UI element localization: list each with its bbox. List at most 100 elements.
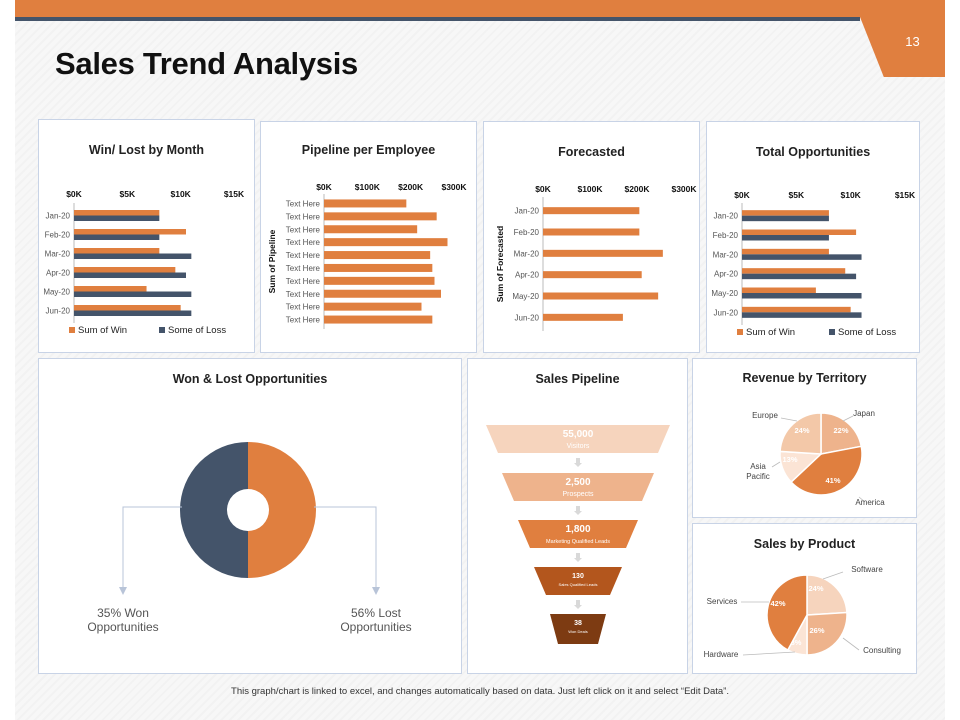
sales-product-panel[interactable]: Sales by Product 24% 26% 8% 42% Software Cons…	[692, 523, 917, 674]
y-tick-label: Feb-20	[713, 231, 739, 240]
forecasted-panel[interactable]: Forecasted $0K $100K $200K $300K Jan-20 Feb-2…	[483, 121, 700, 353]
funnel-arrow-head	[574, 605, 582, 609]
won-lost-opportunities-panel[interactable]: Won & Lost Opportunities 35% Won Opportun…	[38, 358, 462, 674]
y-tick-label: Jun-20	[714, 308, 739, 317]
funnel-stage-label: Marketing Qualified Leads	[546, 539, 610, 545]
pie-leader-line	[742, 651, 796, 656]
x-tick-label: $0K	[535, 184, 551, 194]
y-tick-label: Mar-20	[713, 250, 739, 259]
y-tick-label: Feb-20	[514, 228, 540, 237]
x-tick-label: $100K	[577, 184, 603, 194]
sales-pipeline-panel[interactable]: Sales Pipeline 55,000 Visitors 2,500 Prospe…	[467, 358, 688, 674]
funnel-stage	[518, 520, 638, 548]
won-connector-line	[122, 506, 182, 589]
pie-leader-line	[858, 496, 866, 503]
chart-title: Revenue by Territory	[742, 371, 867, 385]
pie-percent-label: 42%	[770, 599, 785, 608]
funnel-stage	[534, 567, 622, 595]
y-tick-label: May-20	[512, 292, 539, 301]
bar	[742, 210, 829, 216]
funnel-stage-value: 55,000	[563, 429, 594, 440]
pie-slice	[806, 611, 848, 656]
lost-connector-line	[314, 506, 377, 589]
funnel-stage-label: Sales Qualified Leads	[559, 582, 598, 587]
pie-category-label: Services	[707, 597, 738, 606]
x-tick-label: $200K	[624, 184, 650, 194]
y-tick-label: Text Here	[286, 251, 321, 260]
pie-category-label: Hardware	[704, 650, 739, 659]
y-tick-label: Feb-20	[45, 231, 71, 240]
bar	[74, 310, 192, 316]
y-tick-label: Jan-20	[515, 207, 540, 216]
bar	[74, 286, 147, 292]
forecasted-chart: $0K $100K $200K $300K Jan-20 Feb-20 Mar-20 Apr-…	[495, 184, 697, 331]
funnel-stage-label: Prospects	[562, 491, 594, 498]
bar	[74, 248, 160, 254]
bar	[324, 238, 448, 247]
page-title: Sales Trend Analysis	[55, 46, 359, 81]
funnel-stage-value: 2,500	[565, 477, 590, 488]
legend-swatch	[737, 329, 743, 335]
pie-percent-label: 24%	[794, 426, 809, 435]
funnel-stage-value: 38	[574, 620, 582, 627]
funnel-arrow-stem	[576, 458, 580, 463]
y-tick-label: Apr-20	[46, 269, 71, 278]
bar	[742, 293, 862, 299]
total-opportunities-chart: $0K $5K $10K $15K Jan-20 Feb-20 Mar-20 Apr-20 Ma…	[711, 190, 916, 338]
bar	[742, 248, 829, 255]
bar	[74, 215, 160, 221]
y-tick-label: Text Here	[286, 225, 321, 234]
pie-slice	[790, 445, 863, 496]
y-tick-label: Text Here	[286, 277, 321, 286]
pie-category-label: Software	[851, 565, 883, 574]
pie-slice	[779, 412, 822, 455]
bar	[742, 306, 851, 313]
bar	[74, 272, 186, 278]
revenue-territory-panel[interactable]: Revenue by Territory 22% 41% 13% 24% Japan Am…	[692, 358, 917, 518]
bar	[74, 291, 192, 297]
total-opportunities-panel[interactable]: Total Opportunities $0K $5K $10K $15K Jan-20…	[706, 121, 920, 353]
x-tick-label: $200K	[398, 182, 424, 192]
bar	[324, 302, 422, 311]
pie-slice	[806, 574, 848, 616]
bar	[543, 249, 663, 257]
donut-slice	[248, 442, 316, 578]
opportunity-label: Opportunities	[340, 620, 411, 634]
donut-slice	[180, 442, 248, 578]
funnel-arrow-head	[574, 463, 582, 467]
bar	[742, 235, 829, 241]
win-lost-panel[interactable]: Win/ Lost by Month $0K $5K $10K $15K Jan-20 F…	[38, 119, 255, 353]
legend-swatch	[159, 327, 165, 333]
x-tick-label: $15K	[224, 189, 245, 199]
sales-pipeline-funnel: 55,000 Visitors 2,500 Prospects 1,800 Marketi…	[486, 425, 670, 644]
bar	[742, 273, 857, 280]
pie-category-label: America	[855, 498, 885, 507]
bar	[74, 253, 192, 259]
bar	[543, 292, 659, 300]
pipeline-employee-panel[interactable]: Pipeline per Employee $0K $100K $200K $300K…	[260, 121, 477, 353]
pie-category-label: Consulting	[863, 646, 901, 655]
x-tick-label: $0K	[66, 189, 82, 199]
pie-category-label: Pacific	[746, 472, 770, 481]
chart-title: Total Opportunities	[755, 145, 871, 159]
pie-leader-line	[842, 415, 854, 422]
y-tick-label: Text Here	[286, 316, 321, 325]
y-tick-label: May-20	[711, 289, 738, 298]
chart-title: Sales by Product	[753, 537, 856, 551]
pie-slice	[820, 412, 863, 455]
pie-leader-line	[842, 637, 860, 651]
y-tick-label: Jun-20	[515, 313, 540, 322]
win-lost-chart: $0K $5K $10K $15K Jan-20 Feb-20 Mar-20 Apr-20 Ma…	[43, 189, 245, 336]
bar	[742, 312, 862, 318]
opportunity-label: 35% Won	[97, 606, 149, 620]
legend-label: Some of Loss	[838, 327, 896, 338]
bar	[324, 212, 437, 221]
x-tick-label: $10K	[841, 190, 862, 200]
pie-leader-line	[780, 417, 798, 422]
chart-title: Forecasted	[558, 145, 625, 159]
funnel-arrow-stem	[576, 600, 580, 605]
pie-leader-line	[822, 571, 844, 580]
bar	[324, 263, 433, 272]
bar	[324, 199, 407, 208]
